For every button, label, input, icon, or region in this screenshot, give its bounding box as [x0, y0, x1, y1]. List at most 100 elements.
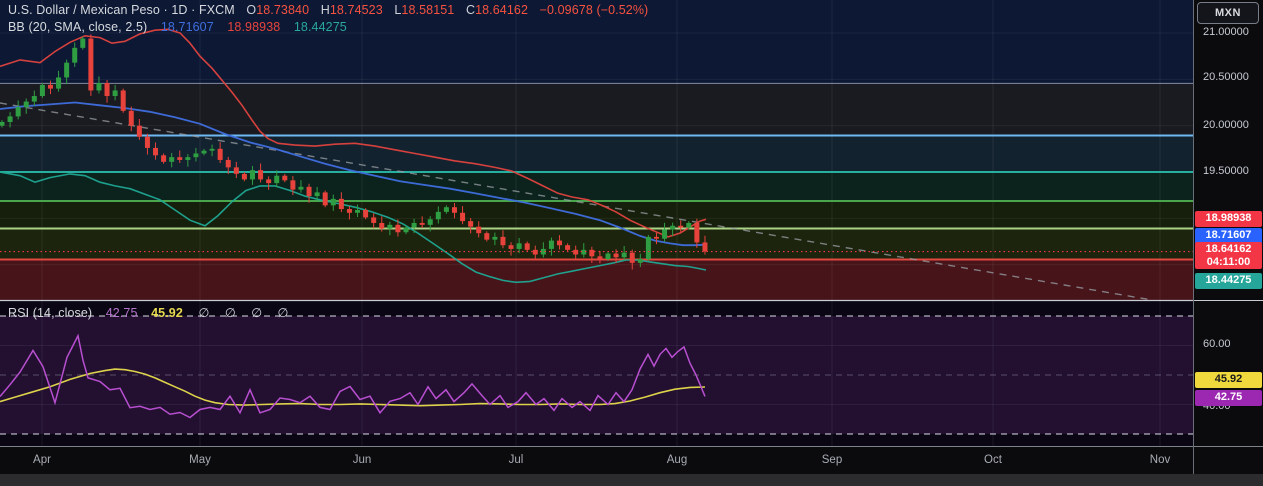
bb-indicator-row: BB (20, SMA, close, 2.5) 18.71607 18.989…	[8, 20, 347, 34]
candle	[355, 209, 361, 213]
low-label: L	[394, 3, 402, 17]
symbol-ohlc-row: U.S. Dollar / Mexican Peso · 1D · FXCM O…	[8, 3, 648, 17]
rsi-extra-values: ∅ ∅ ∅ ∅	[198, 306, 295, 320]
currency-button[interactable]: MXN	[1197, 2, 1259, 24]
candle	[290, 180, 296, 190]
open-label: O	[246, 3, 257, 17]
candle	[532, 249, 538, 255]
candle	[47, 84, 53, 89]
price-tick-label: 21.00000	[1203, 26, 1249, 38]
candle	[565, 245, 571, 250]
candle	[249, 170, 255, 180]
candle	[508, 245, 514, 249]
candle	[540, 248, 546, 255]
time-axis-label-may: May	[189, 454, 211, 466]
rsi-main	[0, 333, 706, 419]
candle	[500, 236, 506, 246]
symbol-title[interactable]: U.S. Dollar / Mexican Peso · 1D · FXCM	[8, 3, 235, 17]
candle	[112, 90, 118, 97]
candle	[144, 136, 150, 148]
candle	[15, 107, 21, 117]
candle	[589, 249, 595, 257]
price-tick-label: 19.50000	[1203, 165, 1249, 177]
bollinger-upper	[0, 28, 707, 238]
rsi-value: 42.75	[105, 306, 138, 320]
bb-upper-price-tag: 18.98938	[1195, 210, 1262, 227]
candle	[621, 252, 627, 258]
candle	[395, 224, 401, 233]
close-label: C	[465, 3, 476, 17]
time-axis-border-segment	[1194, 446, 1263, 447]
rsi-indicator-row: RSI (14, close) 42.75 45.92 ∅ ∅ ∅ ∅	[8, 305, 294, 320]
candle	[411, 222, 417, 228]
candle	[613, 253, 619, 258]
candle	[314, 192, 320, 197]
time-axis[interactable]: Apr May Jun Jul Aug Sep Oct Nov	[0, 447, 1193, 474]
candle	[185, 157, 191, 160]
candle	[581, 249, 587, 255]
candle	[266, 179, 272, 184]
candle	[662, 229, 668, 239]
bollinger-basis	[0, 101, 707, 247]
candle	[371, 217, 377, 223]
rsi-indicator-title[interactable]: RSI (14, close)	[8, 306, 93, 320]
price-tick-label: 20.50000	[1203, 71, 1249, 83]
candle	[282, 175, 288, 181]
bb-lower-price-tag: 18.44275	[1195, 272, 1262, 289]
rsi-pane-background	[0, 301, 1193, 446]
candle	[597, 256, 603, 260]
bollinger-lower-line	[0, 171, 707, 284]
rsi-value-tag: 42.75	[1195, 389, 1262, 406]
candle	[379, 222, 385, 229]
candle	[605, 253, 611, 260]
candle	[153, 147, 159, 156]
rsi-ma-tag: 45.92	[1195, 371, 1262, 388]
time-axis-label-jun: Jun	[352, 454, 372, 466]
candle	[670, 225, 676, 230]
open-value: 18.73840	[256, 3, 310, 17]
candle	[128, 110, 134, 126]
pane-separator[interactable]	[0, 298, 1193, 303]
candle	[217, 148, 223, 160]
high-value: 18.74523	[329, 3, 383, 17]
candle	[0, 121, 5, 126]
candle	[322, 192, 328, 206]
candle	[629, 252, 635, 263]
time-axis-label-apr: Apr	[33, 454, 51, 466]
price-level-lines	[0, 82, 1193, 261]
candle	[387, 224, 393, 229]
candle	[225, 159, 231, 168]
candle	[193, 153, 199, 158]
candle	[161, 155, 167, 162]
candle	[56, 77, 62, 89]
candle	[96, 83, 102, 91]
bb-basis-price-tag: 18.71607	[1195, 227, 1262, 244]
candle	[169, 157, 175, 162]
candle	[637, 259, 643, 263]
rsi-line	[0, 333, 706, 419]
candle	[346, 209, 352, 213]
bb-basis-value: 18.71607	[160, 20, 214, 34]
candle	[443, 207, 449, 212]
candle	[484, 233, 490, 240]
bollinger-upper-line	[0, 28, 707, 238]
chart-canvas[interactable]	[0, 0, 1193, 474]
low-value: 18.58151	[401, 3, 455, 17]
candle	[516, 243, 522, 249]
time-axis-label-sep: Sep	[821, 454, 843, 466]
candle	[419, 222, 425, 225]
bb-upper-value: 18.98938	[227, 20, 281, 34]
candle	[694, 222, 700, 243]
bollinger-lower	[0, 171, 707, 284]
candle	[460, 212, 466, 222]
bottom-bar	[0, 474, 1263, 486]
bb-indicator-title[interactable]: BB (20, SMA, close, 2.5)	[8, 20, 148, 34]
price-axis[interactable]: MXN 21.00000 20.50000 20.00000 19.50000 60.0…	[1193, 0, 1263, 474]
time-axis-label-jul: Jul	[508, 454, 524, 466]
candle	[403, 227, 409, 233]
high-label: H	[320, 3, 330, 17]
candle	[476, 226, 482, 234]
price-zone-bands	[0, 0, 1193, 300]
candle	[548, 240, 554, 249]
